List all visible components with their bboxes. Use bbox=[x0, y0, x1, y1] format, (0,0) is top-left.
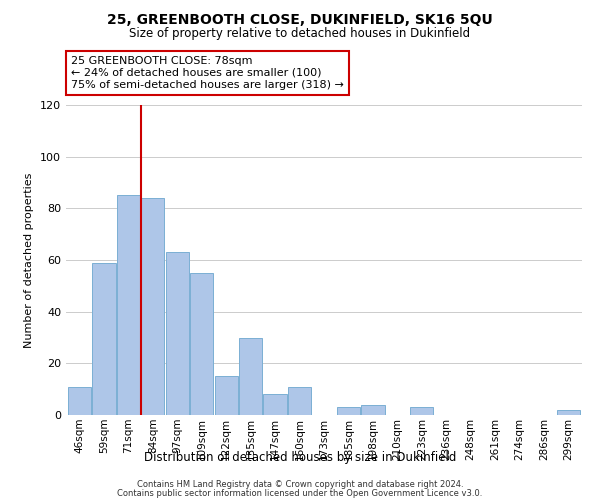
Bar bbox=[117, 196, 140, 415]
Bar bbox=[190, 273, 214, 415]
Bar bbox=[410, 407, 433, 415]
Bar bbox=[361, 404, 385, 415]
Text: Contains HM Land Registry data © Crown copyright and database right 2024.: Contains HM Land Registry data © Crown c… bbox=[137, 480, 463, 489]
Bar bbox=[166, 252, 189, 415]
Bar bbox=[215, 376, 238, 415]
Text: Contains public sector information licensed under the Open Government Licence v3: Contains public sector information licen… bbox=[118, 488, 482, 498]
Bar bbox=[68, 386, 91, 415]
Text: 25 GREENBOOTH CLOSE: 78sqm
← 24% of detached houses are smaller (100)
75% of sem: 25 GREENBOOTH CLOSE: 78sqm ← 24% of deta… bbox=[71, 56, 344, 90]
Bar bbox=[141, 198, 164, 415]
Bar bbox=[288, 386, 311, 415]
Bar bbox=[337, 407, 360, 415]
Y-axis label: Number of detached properties: Number of detached properties bbox=[25, 172, 34, 348]
Bar bbox=[92, 262, 116, 415]
Text: Distribution of detached houses by size in Dukinfield: Distribution of detached houses by size … bbox=[144, 451, 456, 464]
Bar bbox=[557, 410, 580, 415]
Text: Size of property relative to detached houses in Dukinfield: Size of property relative to detached ho… bbox=[130, 28, 470, 40]
Bar bbox=[239, 338, 262, 415]
Bar bbox=[263, 394, 287, 415]
Text: 25, GREENBOOTH CLOSE, DUKINFIELD, SK16 5QU: 25, GREENBOOTH CLOSE, DUKINFIELD, SK16 5… bbox=[107, 12, 493, 26]
